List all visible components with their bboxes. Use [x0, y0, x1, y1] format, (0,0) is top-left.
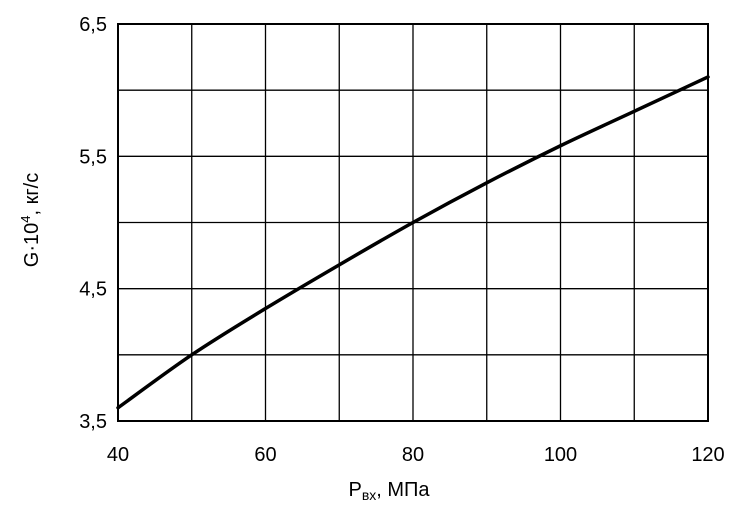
y-tick-label: 5,5: [79, 146, 107, 168]
y-tick-label: 3,5: [79, 411, 107, 433]
y-tick-labels: 3,5 4,5 5,5 6,5: [79, 14, 107, 433]
x-tick-label: 40: [107, 444, 129, 466]
y-axis-title: G·104, кг/с: [18, 173, 43, 267]
x-tick-label: 100: [544, 444, 577, 466]
x-tick-label: 120: [691, 444, 724, 466]
y-tick-label: 4,5: [79, 279, 107, 301]
x-tick-label: 60: [254, 444, 276, 466]
x-tick-labels: 40 60 80 100 120: [107, 444, 725, 466]
y-tick-label: 6,5: [79, 14, 107, 36]
x-axis-title: Pвх, МПа: [348, 479, 430, 503]
x-tick-label: 80: [402, 444, 424, 466]
